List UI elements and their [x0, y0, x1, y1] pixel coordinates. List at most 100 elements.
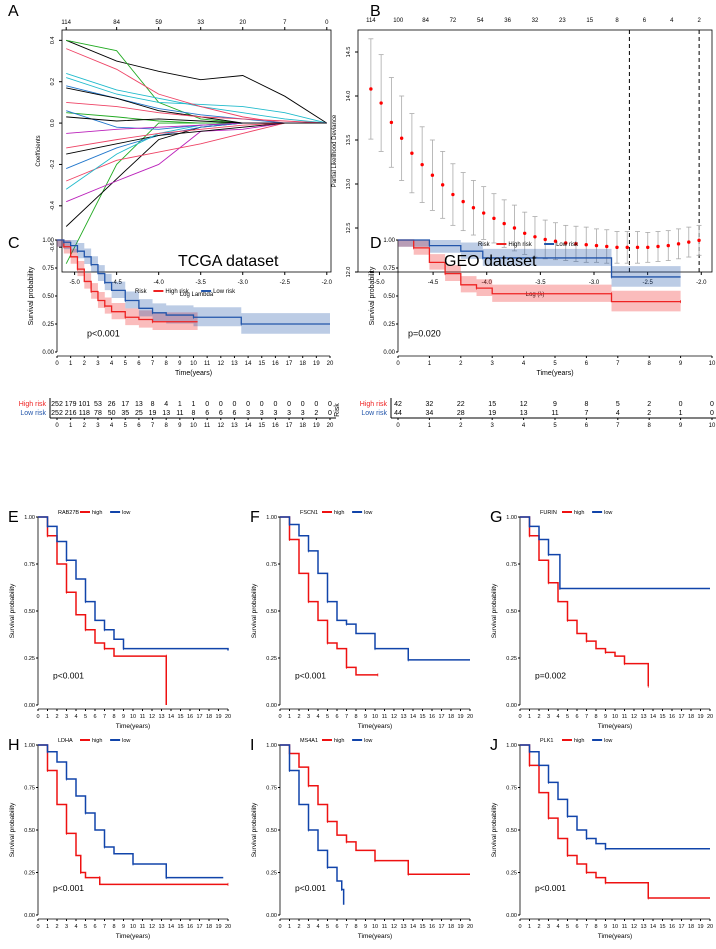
top-axis-label: 8	[615, 18, 619, 24]
risk-count: 15	[488, 401, 496, 408]
x-tick-label: 12	[391, 924, 397, 930]
x-tick-label: 2	[537, 714, 540, 720]
data-point	[574, 242, 578, 246]
data-point	[430, 173, 435, 177]
x-tick-label: 2	[55, 714, 58, 720]
risk-row-label: Low risk	[20, 410, 46, 417]
legend-entry: high	[574, 738, 584, 744]
risk-time-label: 4	[110, 423, 114, 429]
x-tick-label: 16	[669, 714, 675, 720]
x-tick-label: 18	[448, 714, 454, 720]
top-axis-label: 59	[155, 20, 162, 26]
risk-count: 3	[246, 410, 250, 417]
x-tick-label: -4.5	[111, 280, 122, 286]
gene-label: FSCN1	[300, 510, 318, 516]
x-tick-label: 19	[215, 924, 221, 930]
risk-count: 44	[394, 410, 402, 417]
risk-count: 1	[679, 410, 683, 417]
x-axis-label: Time(years)	[116, 933, 150, 940]
x-tick-label: -2.5	[642, 280, 653, 286]
x-tick-label: 4	[522, 361, 526, 367]
coefficient-path	[65, 122, 327, 190]
x-tick-label: 2	[55, 924, 58, 930]
x-tick-label: 16	[429, 714, 435, 720]
y-tick-label: 0.00	[24, 913, 35, 919]
y-tick-label: 0.50	[42, 294, 54, 300]
x-tick-label: 0	[518, 714, 521, 720]
risk-count: 26	[108, 401, 116, 408]
x-tick-label: 14	[410, 714, 416, 720]
y-tick-label: 0.50	[506, 828, 517, 834]
legend-entry: High risk	[508, 242, 532, 248]
risk-count: 34	[426, 410, 434, 417]
x-tick-label: 8	[112, 924, 115, 930]
x-tick-label: 18	[688, 714, 694, 720]
risk-count: 0	[273, 401, 277, 408]
x-tick-label: 19	[457, 714, 463, 720]
legend-entry: High risk	[165, 289, 189, 295]
data-point	[420, 162, 424, 167]
data-point	[635, 245, 640, 250]
risk-row-label: Low risk	[361, 410, 387, 417]
panel-title: TCGA dataset	[178, 253, 279, 270]
y-tick-label: 12.0	[346, 267, 352, 278]
risk-count: 42	[394, 401, 402, 408]
risk-count: 2	[647, 410, 651, 417]
x-tick-label: 20	[707, 924, 713, 930]
x-tick-label: 11	[204, 361, 211, 367]
coefficient-path	[66, 39, 327, 124]
x-tick-label: 10	[372, 714, 378, 720]
risk-count: 11	[176, 410, 183, 417]
panel-label: I	[250, 737, 254, 754]
y-tick-label: 0.4	[50, 37, 56, 45]
x-tick-label: 16	[272, 361, 279, 367]
coefficient-path	[66, 77, 327, 124]
x-tick-label: 18	[206, 924, 212, 930]
panel-label: G	[490, 509, 502, 526]
top-axis-label: 33	[197, 20, 204, 26]
x-axis-label: Time(years)	[358, 723, 392, 730]
x-tick-label: 17	[286, 361, 293, 367]
x-tick-label: 9	[364, 924, 367, 930]
data-point	[594, 243, 599, 248]
y-tick-label: 0.75	[266, 562, 277, 568]
risk-time-label: 9	[679, 423, 683, 429]
risk-count: 4	[164, 401, 168, 408]
y-tick-label: 0.25	[266, 656, 277, 662]
x-tick-label: 2	[83, 361, 87, 367]
risk-time-label: 0	[396, 423, 400, 429]
panel-label: C	[8, 235, 20, 252]
top-axis-label: 84	[422, 18, 429, 24]
x-tick-label: 6	[137, 361, 141, 367]
survival-curve	[520, 744, 710, 899]
risk-count: 35	[121, 410, 129, 417]
y-tick-label: 0.50	[266, 828, 277, 834]
x-tick-label: 11	[382, 714, 388, 720]
y-tick-label: 13.0	[346, 179, 352, 190]
x-tick-label: -2.0	[696, 280, 707, 286]
risk-count: 0	[246, 401, 250, 408]
risk-time-label: 18	[299, 423, 306, 429]
survival-curve	[280, 516, 470, 661]
gene-label: RAB27B	[58, 510, 79, 516]
x-tick-label: 20	[327, 361, 334, 367]
x-axis-label: Log (λ)	[526, 292, 545, 298]
x-tick-label: 7	[585, 924, 588, 930]
x-tick-label: 19	[697, 924, 703, 930]
panel-label: J	[490, 737, 498, 754]
x-tick-label: -2.0	[322, 280, 333, 286]
risk-count: 252	[51, 401, 63, 408]
x-tick-label: 6	[93, 924, 96, 930]
x-tick-label: 15	[258, 361, 265, 367]
y-tick-label: 1.00	[506, 515, 517, 521]
risk-time-label: 12	[217, 423, 224, 429]
panel-label: D	[370, 235, 382, 252]
risk-count: 118	[79, 410, 90, 417]
data-point	[440, 183, 445, 187]
plot-frame	[357, 29, 713, 273]
y-tick-label: 0.75	[266, 786, 277, 792]
x-tick-label: 8	[354, 714, 357, 720]
risk-time-label: 10	[709, 423, 716, 429]
y-tick-label: 1.00	[24, 743, 35, 749]
risk-time-label: 16	[272, 423, 279, 429]
